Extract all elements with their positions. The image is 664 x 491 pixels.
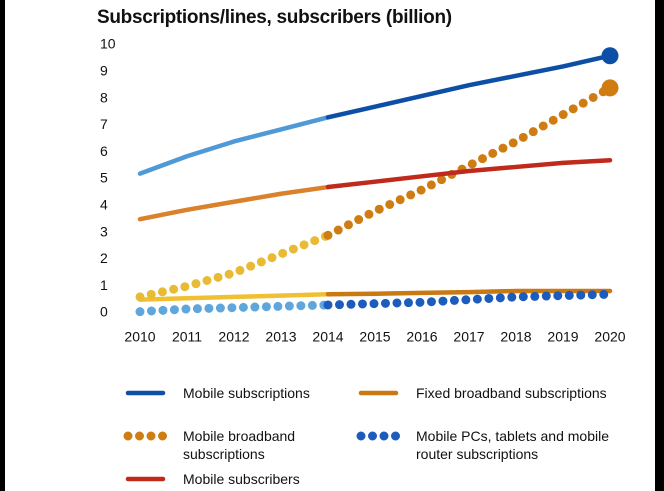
legend-label: Mobile subscribers (183, 471, 300, 487)
x-tick-label: 2019 (547, 329, 578, 345)
history-line (135, 230, 333, 302)
legend-label: Mobile broadband subscriptions (183, 428, 296, 462)
forecast-line (323, 289, 615, 310)
x-tick-label: 2017 (453, 329, 484, 345)
y-tick-label: 1 (100, 277, 108, 293)
legend-label: Fixed broadband subscriptions (416, 385, 607, 401)
y-tick-label: 2 (100, 250, 108, 266)
x-tick-label: 2013 (265, 329, 296, 345)
legend-label: Mobile subscriptions (183, 385, 310, 401)
end-marker (601, 79, 619, 97)
x-tick-label: 2020 (594, 329, 625, 345)
forecast-line (325, 157, 613, 190)
legend-label: Mobile PCs, tablets and mobile router su… (416, 428, 609, 462)
y-tick-label: 0 (100, 304, 108, 320)
chart-title: Subscriptions/lines, subscribers (billio… (97, 7, 452, 28)
x-tick-label: 2018 (500, 329, 531, 345)
x-tick-label: 2015 (359, 329, 390, 345)
y-tick-label: 4 (100, 197, 108, 213)
y-tick-label: 7 (100, 116, 108, 132)
history-line (137, 115, 331, 176)
x-tick-label: 2012 (218, 329, 249, 345)
x-tick-label: 2016 (406, 329, 437, 345)
end-marker (601, 47, 619, 65)
history-line (135, 300, 333, 317)
y-tick-label: 9 (100, 63, 108, 79)
history-line (137, 184, 331, 222)
x-tick-label: 2010 (124, 329, 155, 345)
y-tick-label: 3 (100, 223, 108, 239)
x-tick-label: 2014 (312, 329, 343, 345)
y-tick-label: 5 (100, 170, 108, 186)
y-tick-label: 8 (100, 89, 108, 105)
x-tick-label: 2011 (172, 329, 202, 345)
history-line (137, 291, 331, 302)
y-tick-label: 6 (100, 143, 108, 159)
forecast-line (323, 83, 615, 240)
y-tick-label: 10 (100, 36, 116, 52)
forecast-line (325, 53, 613, 120)
forecast-line (325, 288, 613, 297)
